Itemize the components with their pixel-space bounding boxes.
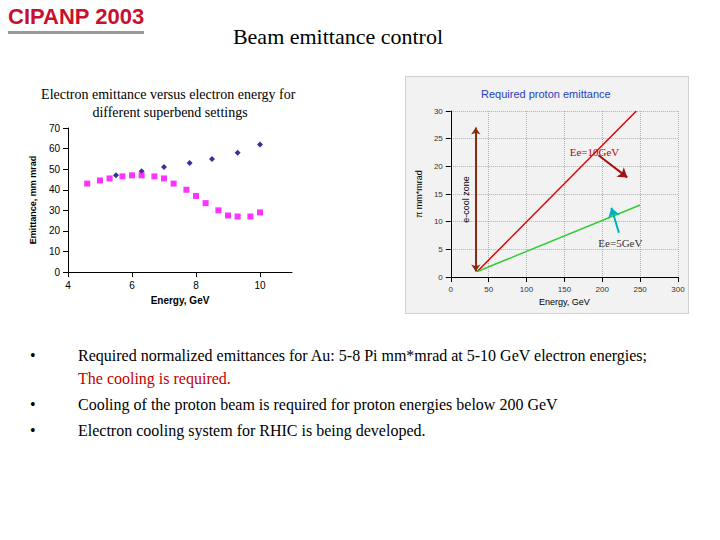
svg-text:30: 30 [434, 107, 443, 116]
svg-text:20: 20 [49, 225, 61, 236]
svg-text:50: 50 [484, 285, 493, 294]
svg-text:20: 20 [434, 162, 443, 171]
svg-text:250: 250 [633, 285, 647, 294]
svg-text:300: 300 [671, 285, 685, 294]
svg-text:different superbend settings: different superbend settings [92, 105, 247, 120]
svg-text:Energy, GeV: Energy, GeV [539, 297, 590, 307]
svg-text:8: 8 [193, 280, 199, 291]
svg-text:10: 10 [254, 280, 266, 291]
html-text:Required normalized emittances: Required normalized emittances for Au: 5… [78, 347, 647, 364]
html-text:CIPANP 2003: CIPANP 2003 [8, 4, 145, 29]
svg-text:Emittance, mm mrad: Emittance, mm mrad [28, 156, 38, 245]
svg-text:30: 30 [49, 205, 61, 216]
svg-text:5: 5 [438, 245, 443, 254]
svg-text:Energy, GeV: Energy, GeV [151, 295, 210, 306]
svg-text:40: 40 [49, 184, 61, 195]
svg-text:Electron emittance versus elec: Electron emittance versus electron energ… [41, 87, 299, 102]
svg-text:60: 60 [49, 143, 61, 154]
svg-text:10: 10 [49, 246, 61, 257]
svg-text:Ee=5GeV: Ee=5GeV [598, 237, 642, 249]
svg-text:0: 0 [54, 267, 60, 278]
html-text:Cooling of the proton beam is: Cooling of the proton beam is required f… [78, 396, 558, 413]
svg-text:25: 25 [434, 134, 443, 143]
svg-text:70: 70 [49, 123, 61, 134]
svg-text:100: 100 [520, 285, 534, 294]
html-text:Electron cooling system for RH: Electron cooling system for RHIC is bein… [78, 422, 426, 439]
svg-text:0: 0 [438, 273, 443, 282]
svg-text:0: 0 [449, 285, 454, 294]
svg-text:e-cool zone: e-cool zone [461, 176, 471, 223]
html-text:The cooling is required.: The cooling is required. [78, 370, 231, 387]
svg-text:15: 15 [434, 190, 443, 199]
svg-text:π mm*mrad: π mm*mrad [414, 170, 424, 218]
svg-text:Ee=10GeV: Ee=10GeV [570, 146, 620, 158]
html-text:Beam emittance control: Beam emittance control [232, 24, 444, 49]
svg-text:200: 200 [596, 285, 610, 294]
svg-text:150: 150 [558, 285, 572, 294]
svg-text:4: 4 [65, 280, 71, 291]
svg-text:6: 6 [129, 280, 135, 291]
svg-text:Required proton emittance: Required proton emittance [481, 88, 611, 100]
svg-text:10: 10 [434, 217, 443, 226]
svg-text:50: 50 [49, 164, 61, 175]
